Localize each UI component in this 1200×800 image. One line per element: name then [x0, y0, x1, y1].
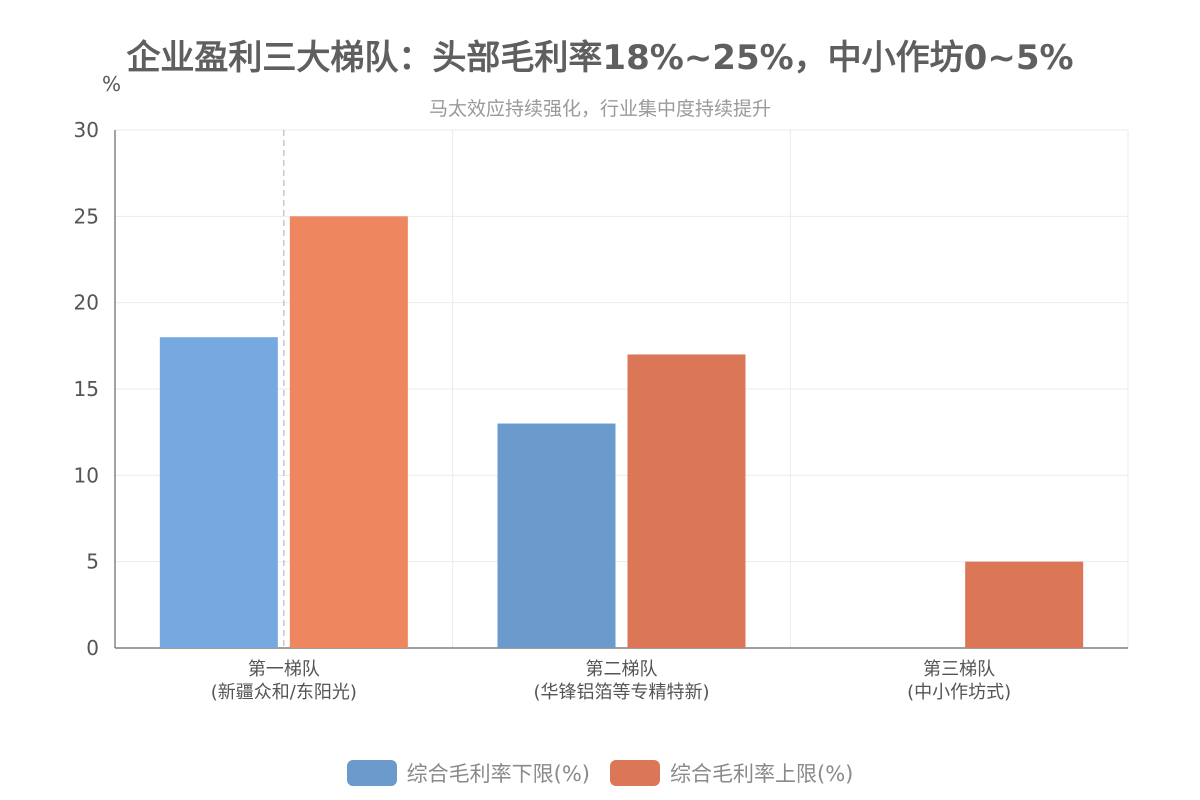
bar-chart: 0 5 10 15 20 25 30 第一梯队(新疆众和/东阳光) 第二梯队(华锋铝箔等专精特新… — [74, 118, 1129, 703]
x-category-label: 第一梯队 — [248, 659, 320, 680]
chart-subtitle: 马太效应持续强化，行业集中度持续提升 — [428, 98, 771, 120]
y-tick-label: 5 — [86, 550, 99, 574]
y-tick-label: 10 — [74, 463, 99, 487]
y-tick-label: 0 — [86, 636, 99, 660]
x-category-sublabel: (华锋铝箔等专精特新) — [533, 682, 709, 703]
bar-lower-1 — [497, 423, 616, 648]
x-category-sublabel: (新疆众和/东阳光) — [211, 682, 357, 703]
bar-upper-1 — [627, 354, 746, 648]
y-tick-label: 15 — [74, 377, 99, 401]
x-category-label: 第三梯队 — [923, 659, 995, 680]
legend-item-upper[interactable]: 综合毛利率上限(%) — [610, 758, 853, 788]
legend-swatch-upper — [610, 760, 660, 786]
x-category-sublabel: (中小作坊式) — [907, 682, 1011, 703]
y-tick-label: 20 — [74, 291, 99, 315]
y-axis-unit-label: % — [102, 72, 122, 96]
bar-lower-0 — [159, 337, 278, 648]
y-tick-label: 25 — [74, 204, 99, 228]
x-category-label: 第二梯队 — [586, 659, 658, 680]
legend-swatch-lower — [346, 760, 397, 786]
legend: 综合毛利率下限(%) 综合毛利率上限(%) — [0, 758, 1200, 788]
chart-title: 企业盈利三大梯队：头部毛利率18%~25%，中小作坊0~5% — [126, 38, 1074, 78]
legend-item-lower[interactable]: 综合毛利率下限(%) — [346, 758, 590, 788]
bar-upper-0 — [289, 216, 408, 649]
legend-label-upper: 综合毛利率上限(%) — [670, 762, 854, 786]
y-tick-label: 30 — [74, 118, 99, 142]
bar-upper-2 — [965, 561, 1084, 648]
legend-label-lower: 综合毛利率下限(%) — [406, 762, 590, 786]
